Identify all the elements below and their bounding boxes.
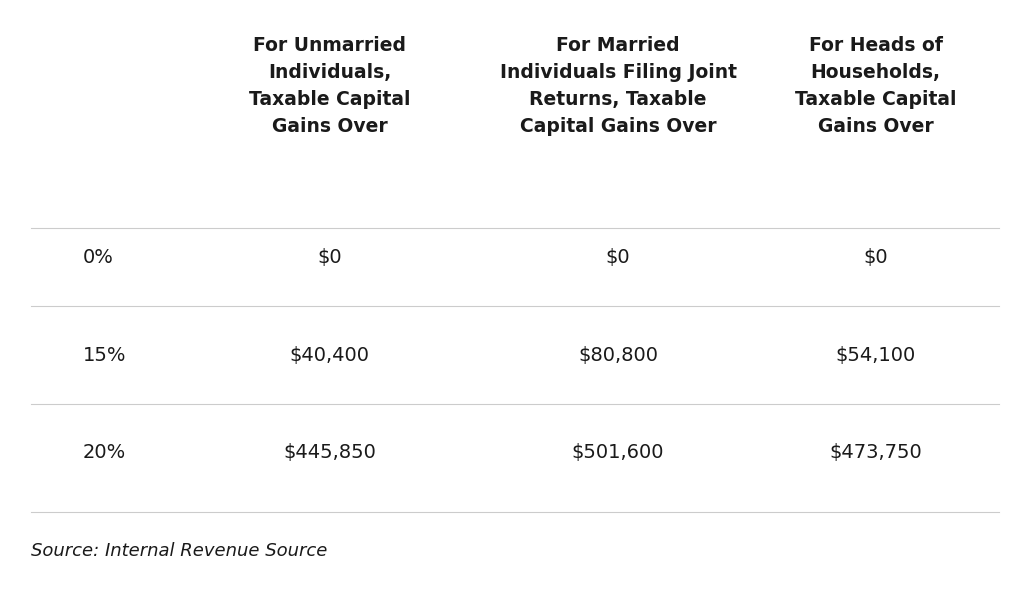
Text: $501,600: $501,600 (572, 443, 664, 462)
Text: For Heads of
Households,
Taxable Capital
Gains Over: For Heads of Households, Taxable Capital… (795, 36, 956, 136)
Text: 15%: 15% (82, 346, 126, 365)
Text: $473,750: $473,750 (829, 443, 922, 462)
Text: $40,400: $40,400 (289, 346, 370, 365)
Text: $0: $0 (606, 248, 630, 267)
Text: 0%: 0% (82, 248, 113, 267)
Text: For Married
Individuals Filing Joint
Returns, Taxable
Capital Gains Over: For Married Individuals Filing Joint Ret… (500, 36, 736, 136)
Text: $80,800: $80,800 (578, 346, 658, 365)
Text: $0: $0 (317, 248, 342, 267)
Text: $445,850: $445,850 (283, 443, 376, 462)
Text: $0: $0 (863, 248, 888, 267)
Text: $54,100: $54,100 (835, 346, 916, 365)
Text: Source: Internal Revenue Source: Source: Internal Revenue Source (31, 542, 328, 559)
Text: 20%: 20% (82, 443, 126, 462)
Text: For Unmarried
Individuals,
Taxable Capital
Gains Over: For Unmarried Individuals, Taxable Capit… (249, 36, 410, 136)
